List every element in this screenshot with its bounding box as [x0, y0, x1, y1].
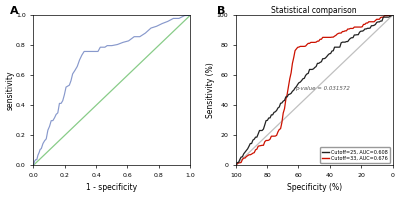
Text: B: B: [217, 6, 225, 16]
X-axis label: 1 - specificity: 1 - specificity: [86, 183, 137, 192]
Title: Statistical comparison: Statistical comparison: [271, 6, 357, 15]
Y-axis label: sensitivity: sensitivity: [6, 70, 14, 110]
X-axis label: Specificity (%): Specificity (%): [286, 183, 342, 192]
Legend: Cutoff=25, AUC=0.608, Cutoff=33, AUC=0.676: Cutoff=25, AUC=0.608, Cutoff=33, AUC=0.6…: [320, 148, 390, 163]
Text: A: A: [10, 6, 18, 16]
Text: p-value = 0.031572: p-value = 0.031572: [295, 86, 350, 91]
Y-axis label: Sensitivity (%): Sensitivity (%): [206, 62, 215, 118]
